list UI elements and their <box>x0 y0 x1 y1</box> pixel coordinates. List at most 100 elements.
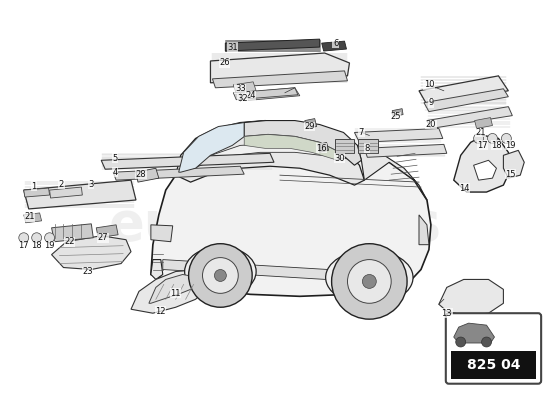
Polygon shape <box>50 187 82 198</box>
Text: 16: 16 <box>316 144 327 153</box>
Polygon shape <box>244 120 361 165</box>
Polygon shape <box>151 142 431 296</box>
Text: 2: 2 <box>59 180 64 189</box>
Text: 1: 1 <box>31 182 36 190</box>
Polygon shape <box>427 107 513 128</box>
Text: 8: 8 <box>365 144 370 153</box>
Circle shape <box>332 244 407 319</box>
Polygon shape <box>149 274 199 303</box>
Polygon shape <box>179 120 266 172</box>
Polygon shape <box>136 168 159 182</box>
Polygon shape <box>163 260 411 284</box>
Text: 32: 32 <box>237 94 248 103</box>
Text: 6: 6 <box>333 38 338 48</box>
Polygon shape <box>52 236 131 270</box>
Circle shape <box>19 233 29 243</box>
Polygon shape <box>454 323 494 343</box>
Polygon shape <box>151 260 163 280</box>
Text: 15: 15 <box>505 170 515 179</box>
Text: since...: since... <box>253 260 317 278</box>
Text: a parts: a parts <box>221 240 309 264</box>
Circle shape <box>474 134 483 143</box>
Polygon shape <box>305 118 317 128</box>
Circle shape <box>32 233 42 243</box>
Polygon shape <box>233 88 298 100</box>
Polygon shape <box>419 215 429 245</box>
Text: 27: 27 <box>98 233 108 242</box>
Polygon shape <box>503 150 524 178</box>
Polygon shape <box>322 41 346 51</box>
Text: 7: 7 <box>359 128 364 137</box>
Text: 9: 9 <box>428 98 433 107</box>
Text: 12: 12 <box>156 307 166 316</box>
Text: 4: 4 <box>113 168 118 177</box>
Polygon shape <box>439 280 503 315</box>
Polygon shape <box>454 136 510 192</box>
Circle shape <box>348 260 391 303</box>
Circle shape <box>362 274 376 288</box>
Circle shape <box>214 270 227 282</box>
Polygon shape <box>359 140 378 153</box>
Text: 19: 19 <box>45 241 55 250</box>
Polygon shape <box>96 225 118 238</box>
Polygon shape <box>364 144 447 157</box>
Polygon shape <box>419 76 508 105</box>
Circle shape <box>45 233 54 243</box>
Polygon shape <box>474 160 497 180</box>
Polygon shape <box>334 140 354 153</box>
Polygon shape <box>318 142 329 152</box>
Text: 17: 17 <box>19 241 29 250</box>
Text: 22: 22 <box>64 237 75 246</box>
Text: 825 04: 825 04 <box>467 358 520 372</box>
Text: 23: 23 <box>82 267 92 276</box>
Polygon shape <box>240 88 300 101</box>
Polygon shape <box>24 180 136 209</box>
Polygon shape <box>424 89 508 112</box>
Circle shape <box>482 337 492 347</box>
Text: 24: 24 <box>245 91 255 100</box>
Polygon shape <box>52 224 94 242</box>
Text: 29: 29 <box>305 122 315 131</box>
Polygon shape <box>24 213 42 223</box>
Text: 17: 17 <box>477 141 488 150</box>
Text: 13: 13 <box>442 309 452 318</box>
Text: 28: 28 <box>136 170 146 179</box>
Circle shape <box>189 244 252 307</box>
Polygon shape <box>392 109 403 116</box>
Text: 30: 30 <box>334 154 345 163</box>
Polygon shape <box>211 53 349 83</box>
Ellipse shape <box>326 250 413 305</box>
Polygon shape <box>212 71 348 88</box>
Circle shape <box>202 258 238 293</box>
Text: 11: 11 <box>170 289 181 298</box>
Polygon shape <box>175 120 364 185</box>
Text: 5: 5 <box>113 154 118 163</box>
Circle shape <box>487 134 497 143</box>
Text: 18: 18 <box>491 141 502 150</box>
Polygon shape <box>175 142 359 176</box>
Text: eurospares: eurospares <box>108 199 442 251</box>
Text: 21: 21 <box>24 212 35 221</box>
Polygon shape <box>131 270 211 313</box>
Text: 14: 14 <box>459 184 470 192</box>
Polygon shape <box>24 188 50 197</box>
Text: 20: 20 <box>426 120 436 129</box>
Text: 33: 33 <box>235 84 246 93</box>
FancyBboxPatch shape <box>451 351 536 379</box>
Text: 19: 19 <box>505 141 515 150</box>
Polygon shape <box>244 134 339 160</box>
Polygon shape <box>101 153 274 169</box>
Polygon shape <box>354 128 443 142</box>
Polygon shape <box>226 39 320 51</box>
Ellipse shape <box>185 247 256 296</box>
Circle shape <box>456 337 466 347</box>
Polygon shape <box>113 166 244 180</box>
Text: 25: 25 <box>390 112 400 121</box>
Text: 26: 26 <box>219 58 230 68</box>
Text: 31: 31 <box>227 42 238 52</box>
Polygon shape <box>475 118 492 128</box>
Polygon shape <box>233 82 256 94</box>
Circle shape <box>502 134 512 143</box>
Text: 3: 3 <box>89 180 94 189</box>
Text: 21: 21 <box>475 128 486 137</box>
